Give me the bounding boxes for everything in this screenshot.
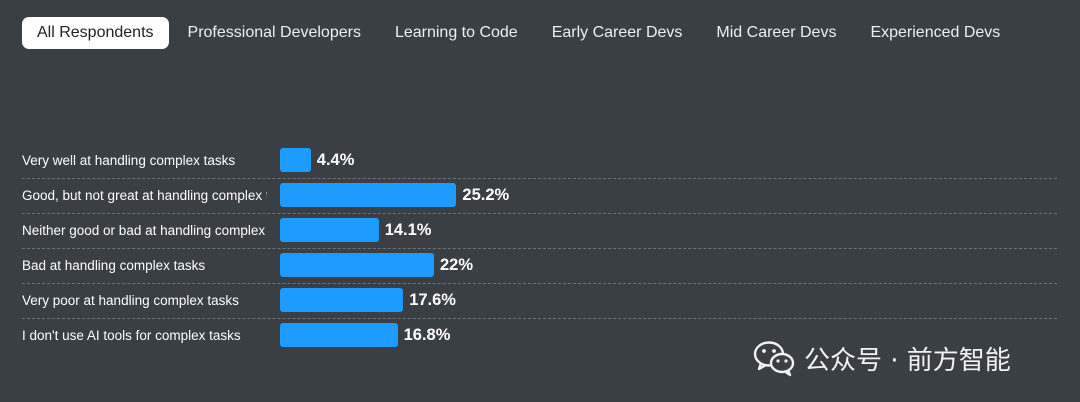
wechat-icon <box>753 341 795 377</box>
bar <box>280 253 434 277</box>
row-divider <box>22 213 1057 214</box>
watermark: 公众号 · 前方智能 <box>752 338 1011 378</box>
category-label: Very poor at handling complex tasks <box>22 293 239 308</box>
value-label: 14.1% <box>384 221 432 239</box>
watermark-text: 公众号 · 前方智能 <box>804 345 1011 376</box>
bar <box>280 323 398 347</box>
value-label: 4.4% <box>316 151 355 169</box>
row-divider <box>22 178 1057 179</box>
respondent-tabs: All Respondents Professional Developers Le… <box>22 17 1019 49</box>
tab-mid-career-devs[interactable]: Mid Career Devs <box>716 24 837 41</box>
row-divider <box>22 318 1057 319</box>
tab-all-respondents[interactable]: All Respondents <box>22 17 169 49</box>
value-label: 25.2% <box>462 186 510 204</box>
category-label: Good, but not great at handling complex … <box>22 188 267 203</box>
category-label: Bad at handling complex tasks <box>22 258 206 273</box>
tab-experienced-devs[interactable]: Experienced Devs <box>870 24 1001 41</box>
bar <box>280 183 457 207</box>
tab-early-career-devs[interactable]: Early Career Devs <box>551 24 683 41</box>
tab-learning-to-code[interactable]: Learning to Code <box>394 24 518 41</box>
row-divider <box>22 283 1057 284</box>
value-label: 22% <box>440 256 474 274</box>
bar <box>280 218 379 242</box>
category-label: I don't use AI tools for complex tasks <box>22 328 241 343</box>
bar <box>280 148 311 172</box>
tab-professional-developers[interactable]: Professional Developers <box>187 24 361 41</box>
value-label: 17.6% <box>409 291 456 309</box>
category-label: Neither good or bad at handling complex … <box>22 223 267 238</box>
category-label: Very well at handling complex tasks <box>22 153 236 168</box>
value-label: 16.8% <box>403 326 451 344</box>
row-divider <box>22 248 1057 249</box>
bar <box>280 288 404 312</box>
